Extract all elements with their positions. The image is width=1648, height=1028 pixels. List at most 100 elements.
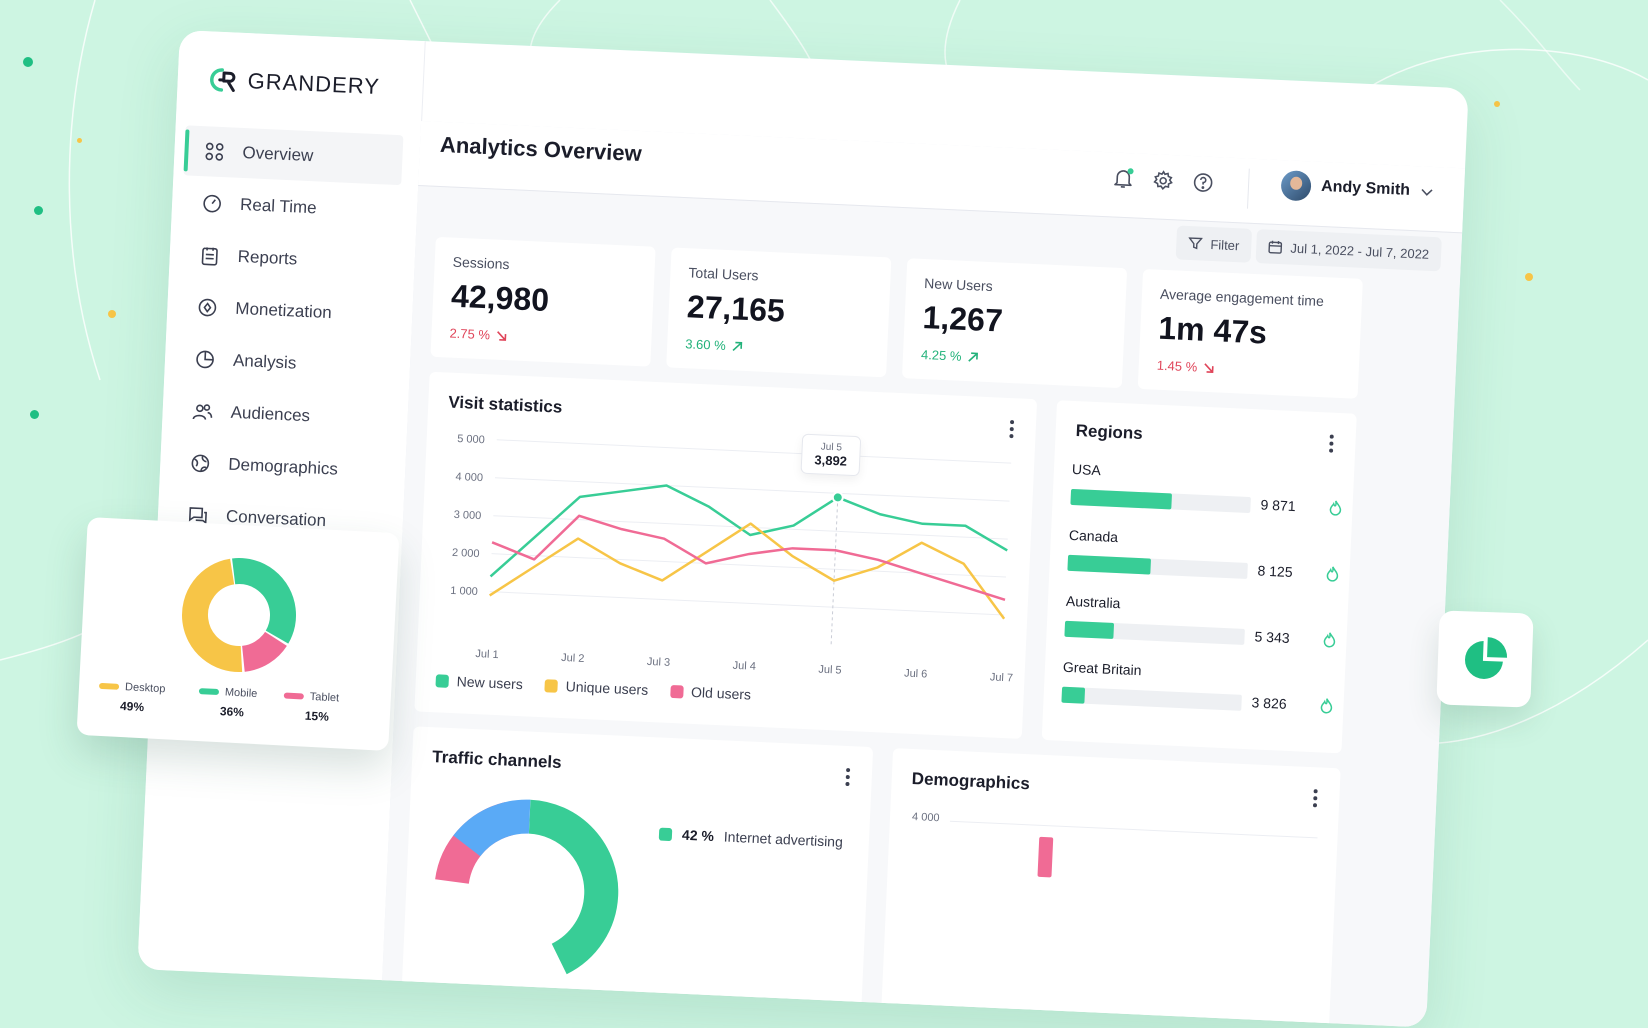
legend-item-old-users[interactable]: Old users — [669, 683, 751, 703]
gridline — [496, 439, 1012, 464]
x-tick-label: Jul 6 — [904, 668, 928, 681]
region-value: 3 826 — [1251, 694, 1287, 712]
clipboard-icon — [201, 247, 218, 266]
device-legend-tablet: Tablet 15% — [282, 689, 339, 724]
stat-card-engagement-time[interactable]: Average engagement time 1m 47s 1.45 % — [1137, 268, 1363, 399]
sidebar-item-audiences[interactable]: Audiences — [172, 385, 392, 445]
chart-legend: New users Unique users Old users — [435, 672, 751, 703]
brand-name: GRANDERY — [247, 68, 381, 100]
user-name: Andy Smith — [1320, 177, 1411, 199]
card-title: Visit statistics — [447, 392, 563, 417]
stat-value: 1,267 — [921, 299, 1004, 339]
traffic-legend-item: 42 % Internet advertising — [658, 826, 843, 850]
legend-swatch — [658, 827, 673, 841]
stat-delta-value: 4.25 % — [920, 346, 962, 364]
filter-button[interactable]: Filter — [1175, 225, 1253, 263]
regions-list: USA 9 871 Canada 8 125 Australia 5 343 Great B… — [1057, 400, 1357, 714]
region-row[interactable]: Australia 5 343 — [1064, 593, 1336, 648]
region-row[interactable]: Canada 8 125 — [1067, 527, 1339, 582]
device-label: Desktop — [124, 681, 166, 696]
device-pct: 49% — [119, 698, 145, 715]
stat-delta-value: 2.75 % — [449, 325, 491, 343]
more-options-button[interactable] — [1329, 434, 1334, 456]
pie-icon — [196, 350, 214, 369]
region-bar-fill — [1070, 488, 1172, 510]
help-button[interactable] — [1192, 171, 1215, 194]
x-tick-label: Jul 4 — [732, 660, 756, 673]
coin-icon — [198, 298, 217, 317]
more-options-button[interactable] — [845, 767, 851, 789]
card-title: Regions — [1075, 421, 1144, 444]
stat-value: 27,165 — [686, 288, 786, 329]
filter-label: Filter — [1210, 236, 1240, 253]
sidebar-item-reports[interactable]: Reports — [179, 229, 399, 289]
sidebar-item-analysis[interactable]: Analysis — [174, 333, 394, 393]
sidebar-item-label: Monetization — [235, 298, 333, 323]
demographics-y-tick: 4 000 — [911, 811, 940, 825]
sidebar-item-label: Audiences — [230, 402, 311, 426]
pie-chart-widget[interactable] — [1436, 610, 1534, 708]
arrow-up-right-icon — [968, 351, 979, 362]
stat-card-sessions[interactable]: Sessions 42,980 2.75 % — [430, 236, 656, 367]
sidebar-item-monetization[interactable]: Monetization — [176, 281, 396, 341]
date-range-picker[interactable]: Jul 1, 2022 - Jul 7, 2022 — [1255, 229, 1442, 272]
regions-card: Regions USA 9 871 Canada 8 125 Australia 5 34… — [1041, 400, 1357, 754]
brand-logo[interactable]: GRANDERY — [207, 66, 381, 100]
gear-icon — [1153, 170, 1173, 190]
device-share-card: Desktop 49% Mobile 36% Tablet 15% — [76, 516, 400, 752]
device-legend-mobile: Mobile 36% — [198, 685, 258, 720]
visit-line-chart: 1 000 2 000 3 000 4 000 5 000 Jul 1 Jul 2 Jul 3… — [450, 433, 1013, 684]
region-value: 8 125 — [1257, 562, 1293, 581]
region-row[interactable]: Great Britain 3 826 — [1061, 659, 1333, 714]
region-bar — [1070, 488, 1251, 514]
demographics-card: Demographics 4 000 — [881, 748, 1341, 1028]
stat-label: Total Users — [688, 264, 759, 284]
region-bar-fill — [1064, 620, 1114, 639]
legend-item-unique-users[interactable]: Unique users — [544, 677, 649, 698]
more-options-button[interactable] — [1009, 420, 1015, 441]
region-bar-fill — [1067, 554, 1151, 575]
header-actions — [1112, 167, 1215, 194]
stat-label: New Users — [923, 275, 994, 295]
more-options-button[interactable] — [1312, 789, 1318, 810]
stat-label: Sessions — [452, 253, 510, 273]
legend-swatch — [98, 682, 120, 690]
tooltip-guide — [830, 497, 839, 646]
x-tick-label: Jul 3 — [647, 656, 671, 669]
traffic-legend-pct: 42 % — [681, 826, 715, 845]
notification-button[interactable] — [1112, 167, 1135, 190]
y-tick-label: 1 000 — [450, 585, 478, 598]
sidebar-item-real-time[interactable]: Real Time — [181, 177, 401, 237]
stat-value: 1m 47s — [1157, 309, 1268, 351]
sidebar-item-demographics[interactable]: Demographics — [169, 437, 389, 497]
sidebar: GRANDERY Overview Real Time Reports Mone… — [137, 30, 426, 981]
user-menu[interactable]: Andy Smith — [1280, 170, 1435, 207]
region-row[interactable]: USA 9 871 — [1070, 461, 1342, 516]
stat-card-total-users[interactable]: Total Users 27,165 3.60 % — [666, 247, 892, 378]
region-bar — [1067, 554, 1248, 579]
settings-button[interactable] — [1152, 169, 1175, 192]
device-donut-chart — [181, 558, 296, 673]
gridline — [494, 477, 1010, 502]
stat-delta: 4.25 % — [921, 347, 980, 365]
visit-statistics-card: Visit statistics 1 000 2 000 3 000 4 000 5 0… — [414, 371, 1038, 739]
legend-swatch — [283, 692, 304, 700]
legend-swatch — [198, 688, 220, 696]
legend-item-new-users[interactable]: New users — [435, 672, 523, 692]
flame-icon — [1323, 632, 1336, 648]
stat-card-new-users[interactable]: New Users 1,267 4.25 % — [901, 258, 1128, 389]
region-bar — [1061, 686, 1242, 711]
bell-icon — [1114, 170, 1132, 188]
arrow-up-right-icon — [733, 341, 743, 351]
stat-value: 42,980 — [450, 277, 550, 318]
highlighted-point[interactable] — [831, 491, 844, 504]
y-tick-label: 3 000 — [453, 509, 481, 522]
chevron-down-icon — [1421, 188, 1433, 196]
main-content: Analytics Overview Andy Smith — [382, 121, 1466, 1028]
flame-icon — [1320, 698, 1333, 714]
sidebar-item-overview[interactable]: Overview — [183, 125, 404, 186]
demographics-bar — [1037, 836, 1054, 878]
gridline — [489, 591, 1005, 616]
series-line-old-users — [491, 514, 1006, 602]
card-title: Traffic channels — [431, 747, 563, 773]
